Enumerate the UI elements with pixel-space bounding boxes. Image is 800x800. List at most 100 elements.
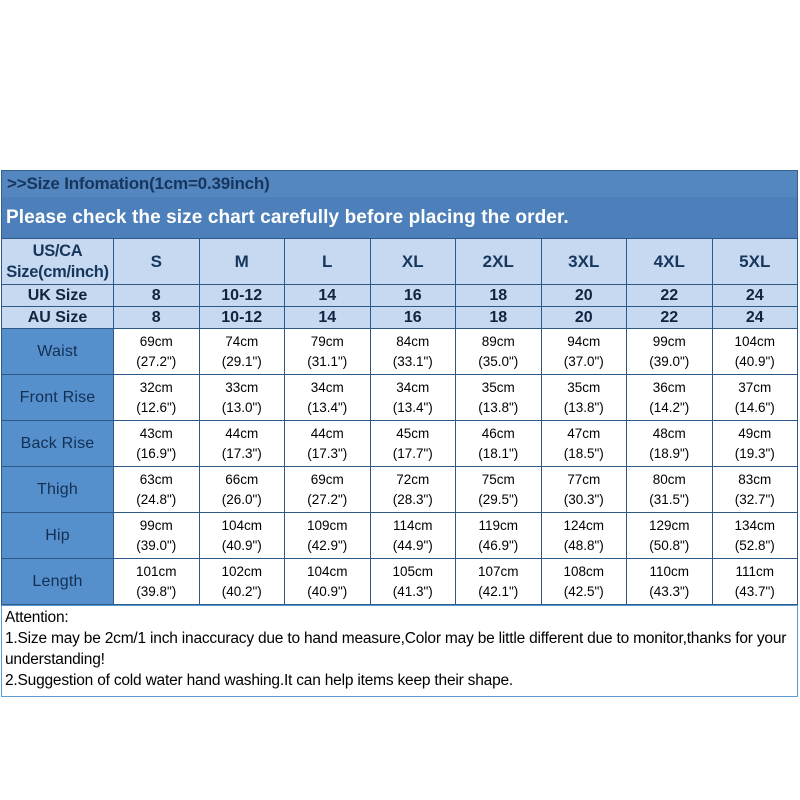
measurement-value-cell: 104cm (40.9")	[198, 512, 285, 559]
measurement-value-cell: 104cm (40.9")	[284, 558, 371, 605]
measurement-value-cell: 99cm (39.0")	[626, 328, 713, 375]
size-value-cell: 18	[455, 284, 542, 307]
measurement-value-cell: 134cm (52.8")	[711, 512, 798, 559]
measurement-inch: (31.5")	[649, 491, 690, 507]
measurement-cm: 80cm	[652, 471, 686, 487]
measurement-row-label: Back Rise	[1, 420, 114, 467]
measurement-cm: 111cm	[735, 563, 775, 579]
measurement-inch: (42.1")	[478, 583, 519, 599]
measurement-cm: 69cm	[310, 471, 344, 487]
measurement-row: Back Rise 43cm (16.9") 44cm (17.3") 44cm (17.3…	[1, 420, 798, 467]
measurement-cm: 45cm	[396, 425, 430, 441]
measurement-value-cell: 114cm (44.9")	[369, 512, 456, 559]
measurement-value-cell: 111cm (43.7")	[711, 558, 798, 605]
measurement-inch: (18.5")	[563, 445, 604, 461]
size-info-title: >>Size Infomation(1cm=0.39inch)	[7, 174, 270, 193]
measurement-value-cell: 63cm (24.8")	[113, 466, 200, 513]
size-value-cell: 20	[540, 284, 627, 307]
measurement-inch: (29.5")	[478, 491, 519, 507]
measurement-value-cell: 35cm (13.8")	[455, 374, 542, 421]
attention-box: Attention: 1.Size may be 2cm/1 inch inac…	[1, 605, 798, 697]
measurement-cm: 34cm	[310, 379, 344, 395]
measurement-value-cell: 77cm (30.3")	[540, 466, 627, 513]
measurement-inch: (17.7")	[392, 445, 433, 461]
size-table-head: US/CA Size(cm/inch) S M L XL 2XL 3XL 4XL 5XL	[1, 238, 798, 285]
measurement-value-cell: 37cm (14.6")	[711, 374, 798, 421]
size-table-body: UK Size 8 10-12 14 16 18 20 22 24 AU Size 8 10-12 14…	[1, 284, 798, 605]
measurement-value-cell: 89cm (35.0")	[455, 328, 542, 375]
measurement-cm: 44cm	[310, 425, 344, 441]
banner-text: Please check the size chart carefully be…	[6, 206, 569, 228]
measurement-inch: (13.4")	[307, 399, 348, 415]
measurement-inch: (26.0")	[221, 491, 262, 507]
measurement-cm: 102cm	[221, 563, 263, 579]
measurement-value-cell: 36cm (14.2")	[626, 374, 713, 421]
measurement-inch: (40.9")	[734, 353, 775, 369]
measurement-inch: (39.0")	[649, 353, 690, 369]
measurement-cm: 101cm	[135, 563, 177, 579]
measurement-value-cell: 107cm (42.1")	[455, 558, 542, 605]
measurement-inch: (12.6")	[136, 399, 177, 415]
measurement-cm: 49cm	[738, 425, 772, 441]
measurement-inch: (46.9")	[478, 537, 519, 553]
measurement-cm: 109cm	[306, 517, 348, 533]
measurement-inch: (13.8")	[563, 399, 604, 415]
size-value-cell: 10-12	[198, 306, 285, 329]
measurement-cm: 37cm	[738, 379, 772, 395]
measurement-value-cell: 129cm (50.8")	[626, 512, 713, 559]
measurement-cm: 66cm	[225, 471, 259, 487]
measurement-value-cell: 84cm (33.1")	[369, 328, 456, 375]
size-value-cell: 8	[113, 284, 200, 307]
measurement-cm: 84cm	[396, 333, 430, 349]
measurement-inch: (44.9")	[392, 537, 433, 553]
size-value-cell: 16	[369, 284, 456, 307]
measurement-row-label: Front Rise	[1, 374, 114, 421]
measurement-cm: 107cm	[477, 563, 519, 579]
size-system-row: AU Size 8 10-12 14 16 18 20 22 24	[1, 306, 798, 329]
measurement-value-cell: 66cm (26.0")	[198, 466, 285, 513]
measurement-value-cell: 109cm (42.9")	[284, 512, 371, 559]
measurement-cm: 47cm	[567, 425, 601, 441]
measurement-cm: 63cm	[139, 471, 173, 487]
attention-line-2: 2.Suggestion of cold water hand washing.…	[5, 672, 514, 689]
measurement-value-cell: 102cm (40.2")	[198, 558, 285, 605]
measurement-value-cell: 72cm (28.3")	[369, 466, 456, 513]
measurement-cm: 99cm	[652, 333, 686, 349]
measurement-inch: (14.2")	[649, 399, 690, 415]
measurement-value-cell: 33cm (13.0")	[198, 374, 285, 421]
size-value-cell: 24	[711, 284, 798, 307]
measurement-cm: 114cm	[392, 517, 433, 533]
measurement-value-cell: 35cm (13.8")	[540, 374, 627, 421]
measurement-cm: 43cm	[139, 425, 173, 441]
measurement-inch: (37.0")	[563, 353, 604, 369]
measurement-cm: 77cm	[567, 471, 601, 487]
check-size-banner: Please check the size chart carefully be…	[1, 197, 798, 238]
measurement-inch: (39.0")	[136, 537, 177, 553]
size-column-header: 2XL	[455, 238, 542, 285]
measurement-value-cell: 43cm (16.9")	[113, 420, 200, 467]
measurement-value-cell: 110cm (43.3")	[626, 558, 713, 605]
measurement-cm: 35cm	[481, 379, 515, 395]
measurement-value-cell: 47cm (18.5")	[540, 420, 627, 467]
size-value-cell: 20	[540, 306, 627, 329]
size-value-cell: 14	[284, 306, 371, 329]
measurement-cm: 94cm	[567, 333, 601, 349]
size-header-row: US/CA Size(cm/inch) S M L XL 2XL 3XL 4XL 5XL	[1, 238, 798, 285]
size-row-label: UK Size	[1, 284, 114, 307]
size-column-header: L	[284, 238, 371, 285]
size-info-title-bar: >>Size Infomation(1cm=0.39inch)	[1, 170, 798, 197]
size-column-header: S	[113, 238, 200, 285]
size-value-cell: 24	[711, 306, 798, 329]
measurement-cm: 83cm	[738, 471, 772, 487]
attention-line-1: 1.Size may be 2cm/1 inch inaccuracy due …	[5, 630, 787, 668]
measurement-inch: (14.6")	[734, 399, 775, 415]
measurement-cm: 72cm	[396, 471, 430, 487]
measurement-inch: (19.3")	[734, 445, 775, 461]
size-column-header: 4XL	[626, 238, 713, 285]
size-value-cell: 10-12	[198, 284, 285, 307]
measurement-cm: 108cm	[563, 563, 605, 579]
measurement-value-cell: 46cm (18.1")	[455, 420, 542, 467]
measurement-row-label: Hip	[1, 512, 114, 559]
measurement-inch: (33.1")	[392, 353, 433, 369]
size-value-cell: 8	[113, 306, 200, 329]
